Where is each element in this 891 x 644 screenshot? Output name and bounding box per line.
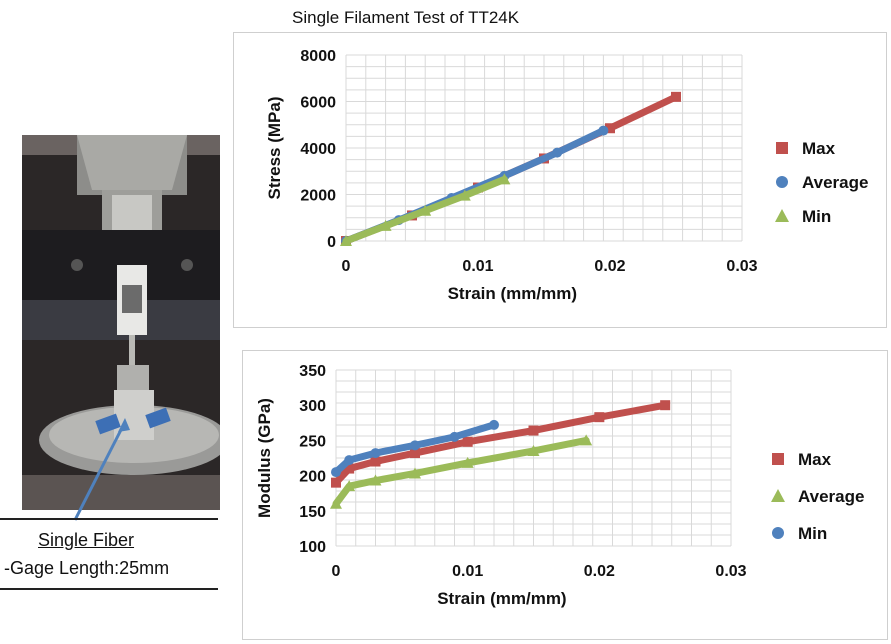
data-point (370, 448, 381, 459)
legend-marker (776, 142, 788, 154)
data-point (449, 431, 460, 442)
data-point (528, 425, 539, 436)
x-tick-label: 0.01 (452, 563, 483, 580)
data-point (552, 147, 563, 158)
legend-label: Min (798, 524, 827, 543)
data-point (498, 173, 511, 185)
x-tick-label: 0.03 (726, 258, 757, 275)
legend: Max Average Min (771, 450, 864, 543)
y-tick-label: 0 (327, 234, 336, 251)
slide-title: Single Filament Test of TT24K (292, 8, 520, 27)
y-axis-title: Stress (MPa) (265, 97, 284, 200)
x-tick-label: 0.03 (715, 563, 746, 580)
x-tick-label: 0.01 (462, 258, 493, 275)
y-tick-label: 300 (299, 398, 326, 415)
legend-marker (775, 209, 789, 222)
data-point (330, 497, 342, 509)
series-max (331, 400, 671, 488)
caption-divider-top (0, 518, 218, 520)
x-axis-title: Strain (mm/mm) (437, 589, 566, 608)
data-point (410, 448, 420, 459)
legend: Max Average Min (775, 139, 868, 226)
y-tick-label: 200 (299, 469, 326, 486)
y-axis-title: Modulus (GPa) (255, 398, 274, 518)
legend-marker (772, 453, 784, 465)
plot-grid (345, 54, 743, 242)
legend-marker (771, 489, 785, 502)
x-tick-label: 0 (342, 258, 351, 275)
x-tick-label: 0.02 (584, 563, 615, 580)
legend-label: Average (802, 173, 868, 192)
y-tick-label: 2000 (300, 188, 336, 205)
data-point (419, 204, 432, 216)
data-point (370, 456, 381, 467)
data-point (527, 444, 540, 456)
data-point (379, 219, 392, 231)
stress-strain-plot: 0 2000 4000 6000 8000 0 0.01 0.02 0.03 Strain (mm… (265, 48, 868, 303)
y-tick-label: 350 (299, 363, 326, 380)
test-machine-illustration (22, 135, 220, 510)
data-point (409, 467, 421, 479)
series-line (332, 401, 669, 487)
data-point (580, 434, 593, 446)
data-point (344, 463, 355, 474)
stress-strain-chart: 0 2000 4000 6000 8000 0 0.01 0.02 0.03 Strain (mm… (233, 32, 887, 328)
data-point (458, 189, 471, 201)
y-tick-label: 100 (299, 539, 326, 556)
data-point (410, 440, 420, 451)
data-point (598, 125, 609, 136)
legend-label: Average (798, 487, 864, 506)
x-tick-label: 0.02 (594, 258, 625, 275)
y-tick-label: 4000 (300, 141, 336, 158)
legend-marker (772, 527, 784, 539)
test-machine-photo (22, 135, 220, 510)
modulus-strain-plot: 100 150 200 250 300 350 0 0.01 0.02 0.03 Strain (m… (255, 363, 864, 608)
caption-gage-length: -Gage Length:25mm (4, 558, 170, 578)
legend-label: Max (798, 450, 832, 469)
y-tick-label: 8000 (300, 48, 336, 65)
y-tick-label: 250 (299, 433, 326, 450)
data-point (594, 412, 605, 423)
modulus-strain-chart: 100 150 200 250 300 350 0 0.01 0.02 0.03 Strain (m… (242, 350, 888, 640)
legend-label: Min (802, 207, 831, 226)
data-point (461, 456, 474, 468)
x-axis-title: Strain (mm/mm) (448, 284, 577, 303)
y-tick-label: 6000 (300, 95, 336, 112)
caption-divider-bottom (0, 588, 218, 590)
series-min (340, 173, 511, 246)
series-min (331, 419, 499, 478)
data-point (343, 480, 356, 492)
caption-single-fiber: Single Fiber (38, 530, 135, 550)
legend-label: Max (802, 139, 836, 158)
data-point (331, 477, 341, 488)
series-average (330, 434, 593, 509)
data-point (340, 235, 352, 246)
data-point (660, 400, 671, 411)
data-point (369, 474, 382, 486)
x-tick-label: 0 (332, 563, 341, 580)
y-tick-label: 150 (299, 504, 326, 521)
data-point (671, 91, 681, 102)
data-point (331, 467, 341, 478)
data-point (462, 436, 473, 447)
data-point (605, 123, 615, 134)
legend-marker (776, 176, 788, 188)
data-point (344, 455, 355, 466)
data-point (489, 419, 499, 430)
